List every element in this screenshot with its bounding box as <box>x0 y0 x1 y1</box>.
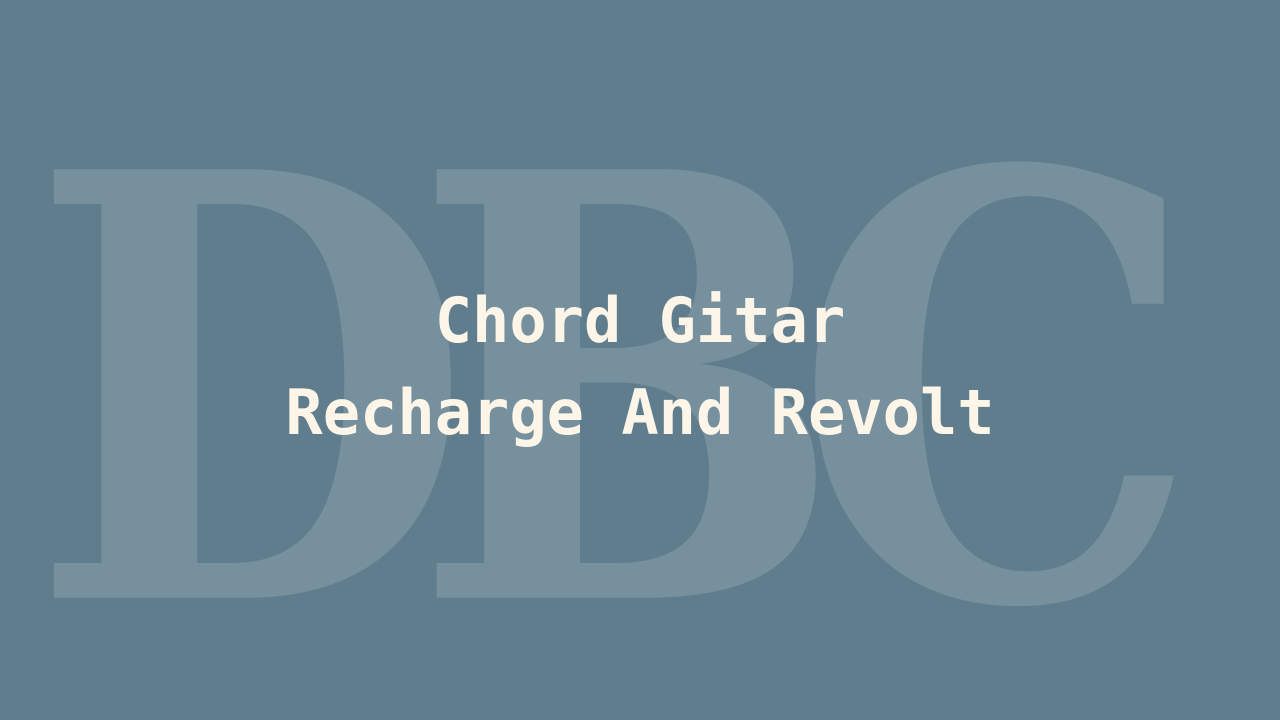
title-line-1: Chord Gitar <box>434 284 846 357</box>
watermark-logo-text: DBC <box>30 46 1200 720</box>
title-line-2: Recharge And Revolt <box>285 376 995 449</box>
page-title: Chord Gitar Recharge And Revolt <box>0 275 1280 459</box>
